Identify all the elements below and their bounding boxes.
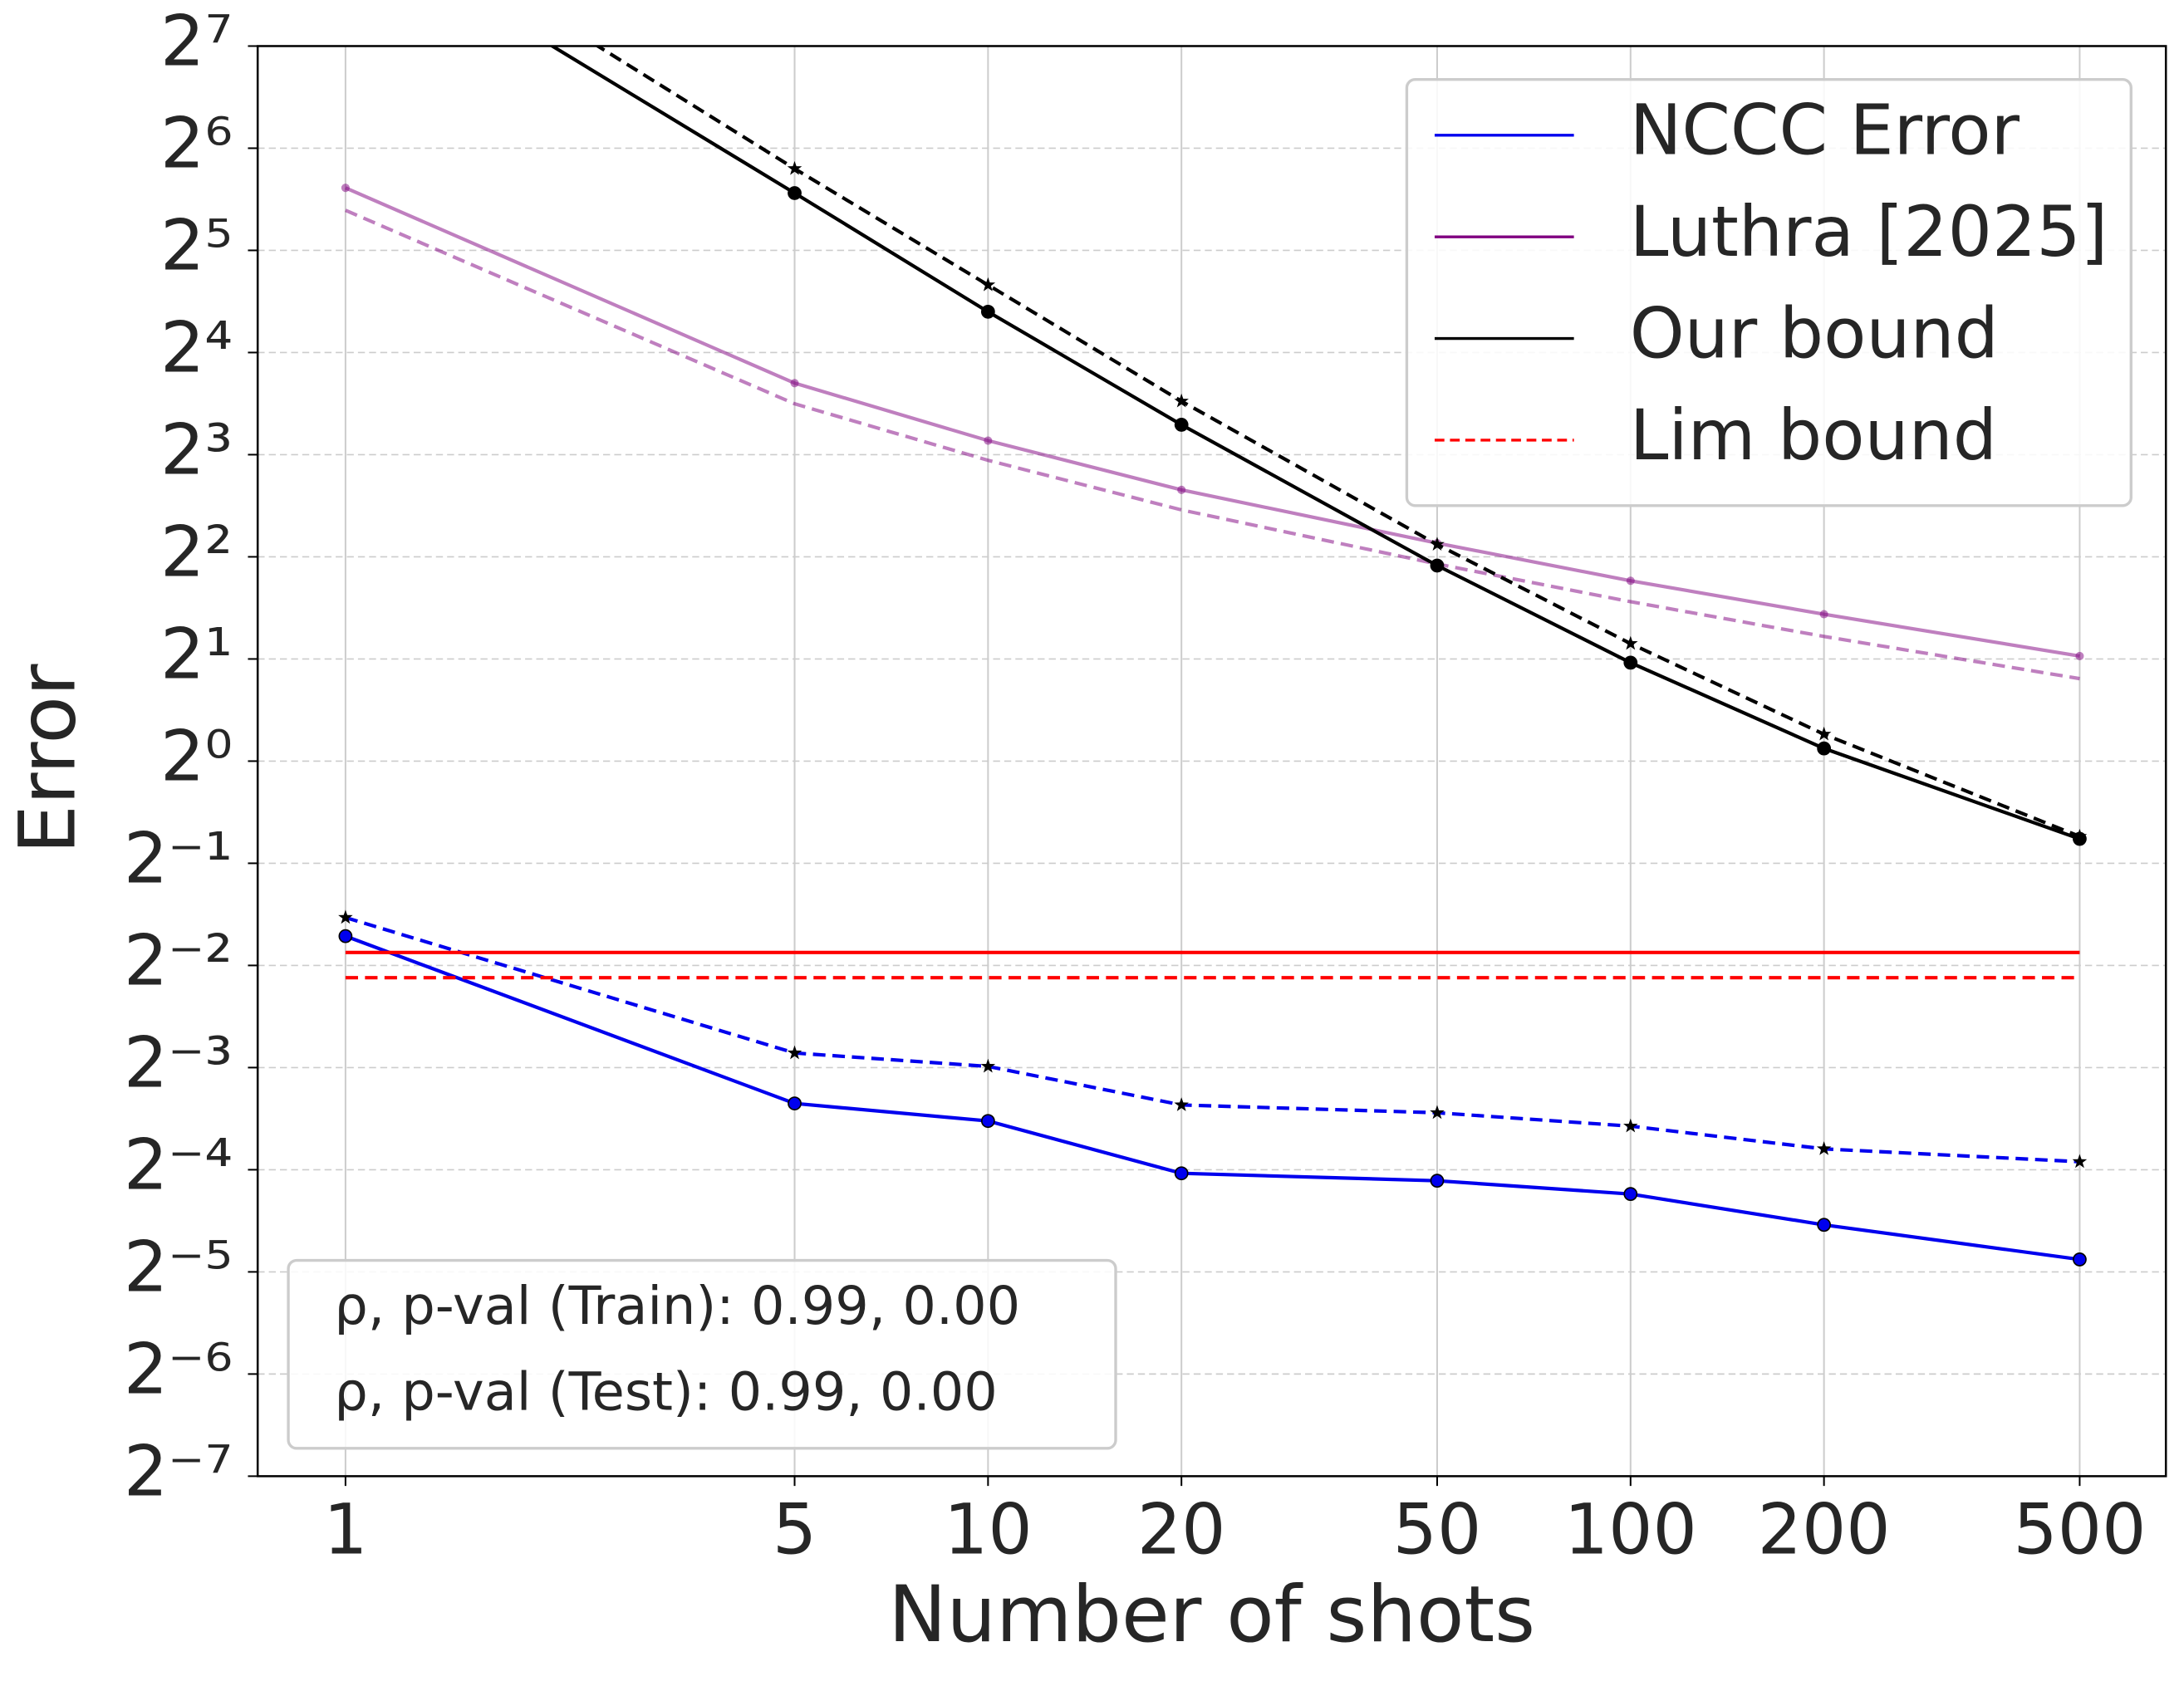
x-tick-label: 500 xyxy=(2013,1489,2146,1571)
marker xyxy=(1430,558,1445,573)
y-tick-label: 2⁻² xyxy=(124,919,233,1001)
y-tick-label: 2⁷ xyxy=(160,0,233,81)
y-tick-label: 2⁻³ xyxy=(124,1022,233,1103)
x-axis-title: Number of shots xyxy=(888,1570,1535,1660)
marker xyxy=(1817,1218,1832,1233)
legend-label: Luthra [2025] xyxy=(1630,191,2108,272)
series-line xyxy=(548,46,2081,841)
marker xyxy=(1177,485,1186,494)
y-tick-label: 2⁴ xyxy=(160,306,233,388)
y-tick-label: 2⁵ xyxy=(160,204,233,286)
marker xyxy=(980,277,996,292)
legend-box xyxy=(1405,78,2132,507)
marker xyxy=(1623,1187,1638,1202)
marker xyxy=(1816,726,1832,741)
marker xyxy=(338,909,353,924)
y-tick-label: 2⁻⁵ xyxy=(124,1226,233,1307)
x-tick-label: 200 xyxy=(1758,1489,1891,1571)
series-line xyxy=(345,208,2080,681)
x-tick-label: 100 xyxy=(1564,1489,1697,1571)
marker xyxy=(788,1096,802,1110)
annotation: ρ, p-val (Test): 0.99, 0.00 xyxy=(334,1362,997,1424)
marker xyxy=(790,379,799,388)
marker xyxy=(984,436,993,445)
marker xyxy=(980,1058,996,1073)
marker xyxy=(338,929,353,943)
y-tick-label: 2⁻⁴ xyxy=(124,1124,233,1205)
legend-label: Our bound xyxy=(1630,293,1999,375)
marker xyxy=(341,184,350,193)
marker xyxy=(1430,1174,1445,1188)
series-line xyxy=(345,915,2080,1164)
series-line xyxy=(594,46,2081,839)
y-tick-label: 2⁻⁶ xyxy=(124,1328,233,1409)
x-tick-label: 5 xyxy=(773,1489,817,1571)
marker xyxy=(1174,1097,1189,1111)
x-tick-label: 20 xyxy=(1137,1489,1226,1571)
marker xyxy=(2073,1252,2087,1267)
marker xyxy=(1430,1105,1445,1120)
axes: 1 5 10 20 50 100 200 500 2⁷ 2⁶ 2⁵ 2⁴ 2³ 2² 2¹ 2⁰ 2⁻¹ 2⁻² 2… xyxy=(124,0,2147,1570)
marker xyxy=(788,186,802,200)
marker xyxy=(1174,1166,1189,1181)
series-line xyxy=(345,934,2080,1262)
marker xyxy=(1816,1141,1832,1155)
y-tick-label: 2¹ xyxy=(160,613,233,694)
marker xyxy=(980,304,995,319)
marker xyxy=(980,1114,995,1129)
marker xyxy=(2072,1154,2088,1169)
x-tick-label: 50 xyxy=(1393,1489,1482,1571)
plot-area xyxy=(338,46,2088,1267)
series-line xyxy=(345,186,2080,658)
marker xyxy=(1623,655,1638,670)
x-tick-label: 10 xyxy=(944,1489,1033,1571)
legend-label: NCCC Error xyxy=(1630,90,2020,171)
y-tick-label: 2³ xyxy=(160,409,233,490)
marker xyxy=(2075,651,2084,660)
y-tick-label: 2² xyxy=(160,511,233,592)
marker xyxy=(1623,1118,1638,1133)
y-tick-label: 2⁻⁷ xyxy=(124,1430,233,1512)
y-tick-label: 2⁰ xyxy=(160,715,233,796)
x-tick-label: 1 xyxy=(323,1489,367,1571)
legend-label: Lim bound xyxy=(1630,395,1997,476)
annotation: ρ, p-val (Train): 0.99, 0.00 xyxy=(334,1276,1020,1337)
legend: NCCC Error Luthra [2025] Our bound Lim boun… xyxy=(1405,78,2132,507)
marker xyxy=(1174,418,1189,432)
marker xyxy=(1626,576,1635,586)
marker xyxy=(787,160,802,175)
marker xyxy=(1819,610,1828,619)
marker xyxy=(1430,537,1445,551)
y-tick-label: 2⁶ xyxy=(160,102,233,184)
annotation-frame xyxy=(287,1258,1117,1450)
marker xyxy=(1817,741,1832,756)
y-tick-label: 2⁻¹ xyxy=(124,817,233,899)
marker xyxy=(2072,828,2088,843)
y-axis-title: Error xyxy=(3,664,94,854)
marker xyxy=(787,1045,802,1060)
annotation-box: ρ, p-val (Train): 0.99, 0.00 ρ, p-val (Te… xyxy=(287,1258,1117,1450)
marker xyxy=(1174,393,1189,408)
marker xyxy=(1623,635,1638,650)
